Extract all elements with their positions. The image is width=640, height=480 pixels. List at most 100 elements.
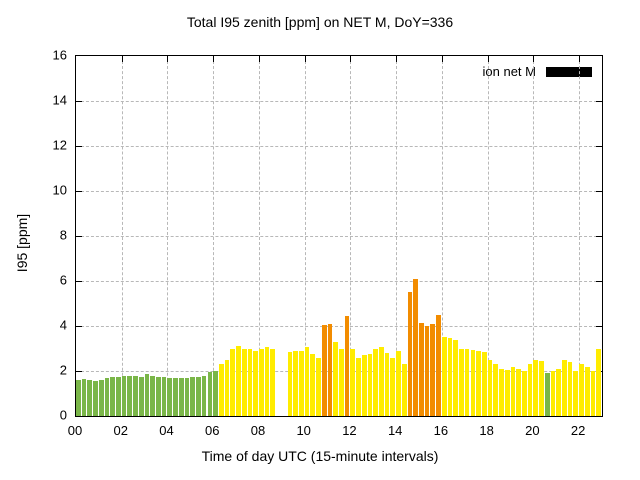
bar [224, 359, 230, 416]
bar [533, 359, 539, 416]
x-tick-mark [579, 56, 581, 62]
bar [464, 348, 470, 416]
legend-label: ion net M [482, 64, 536, 79]
bar [121, 375, 127, 416]
bar [579, 364, 584, 416]
bar [390, 357, 396, 416]
y-tick-mark [76, 236, 82, 237]
bar [196, 376, 201, 416]
gridline-horizontal [76, 236, 602, 237]
x-tick-label: 18 [479, 423, 494, 438]
y-tick-label: 4 [59, 317, 67, 333]
bar [470, 349, 476, 416]
bar [573, 371, 579, 416]
bar [373, 348, 378, 416]
bar [253, 350, 258, 416]
bar [361, 355, 367, 416]
bar [316, 357, 321, 416]
bar [230, 348, 236, 416]
bar [156, 376, 161, 416]
gridline-horizontal [76, 326, 602, 327]
bar [544, 373, 550, 416]
x-tick-label: 02 [113, 423, 128, 438]
bar [567, 362, 573, 416]
y-tick-label: 12 [52, 137, 67, 153]
bar [270, 348, 276, 416]
y-tick-label: 8 [59, 227, 67, 243]
bar [161, 376, 167, 416]
x-tick-mark [213, 56, 215, 62]
gridline-horizontal [76, 146, 602, 147]
x-tick-label: 12 [342, 423, 357, 438]
gridline-horizontal [76, 101, 602, 102]
bar [247, 348, 253, 416]
bar [596, 348, 601, 416]
bar [510, 366, 516, 416]
gridline-vertical [441, 56, 443, 416]
bar [218, 364, 224, 416]
bar [441, 337, 447, 416]
bar [493, 364, 499, 416]
gridline-vertical [350, 56, 352, 416]
gridline-vertical [213, 56, 215, 416]
x-tick-label: 04 [159, 423, 174, 438]
bar [539, 360, 544, 416]
bar [76, 380, 81, 416]
bar [133, 375, 138, 416]
bar [258, 348, 264, 416]
bar [178, 377, 184, 416]
bar [401, 364, 407, 416]
gridline-vertical [121, 56, 123, 416]
x-tick-mark [350, 56, 352, 62]
y-tick-label: 6 [59, 272, 67, 288]
x-tick-mark [533, 56, 535, 62]
bar [476, 350, 481, 416]
gridline-vertical [533, 56, 535, 416]
gridline-vertical [258, 56, 260, 416]
bar [110, 376, 115, 416]
plot-area: ion net M [75, 55, 603, 417]
bar [81, 378, 87, 416]
bar [138, 376, 144, 416]
bar [584, 366, 590, 416]
bar [87, 380, 93, 416]
y-tick-label: 2 [59, 362, 67, 378]
bar [241, 348, 247, 416]
gridline-vertical [167, 56, 169, 416]
bar [350, 348, 356, 416]
bar [310, 354, 316, 416]
x-tick-label: 10 [296, 423, 311, 438]
bar [207, 372, 213, 416]
bar [367, 354, 373, 416]
bar [453, 339, 459, 416]
y-tick-mark [596, 281, 602, 282]
gridline-vertical [579, 56, 581, 416]
bar [213, 371, 218, 416]
x-tick-label: 14 [387, 423, 403, 438]
x-tick-mark [167, 56, 169, 62]
bar [407, 292, 413, 416]
bar [173, 377, 178, 416]
bar [201, 375, 207, 416]
x-tick-label: 22 [570, 423, 586, 438]
y-tick-mark [596, 191, 602, 192]
y-tick-mark [76, 371, 82, 372]
bar [516, 368, 521, 416]
x-tick-mark [258, 56, 260, 62]
x-tick-label: 08 [250, 423, 266, 438]
bar [499, 368, 504, 416]
y-tick-mark [596, 146, 602, 147]
bar [344, 315, 350, 416]
bar [287, 351, 293, 416]
y-tick-mark [76, 281, 82, 282]
bar [504, 369, 510, 416]
x-tick-mark [304, 56, 306, 62]
bar [327, 323, 333, 416]
bar [590, 371, 596, 416]
bar [521, 371, 527, 416]
bar [413, 278, 419, 416]
y-tick-label: 14 [52, 92, 67, 108]
bar [116, 376, 121, 416]
bar [167, 377, 173, 416]
x-tick-label: 16 [433, 423, 449, 438]
